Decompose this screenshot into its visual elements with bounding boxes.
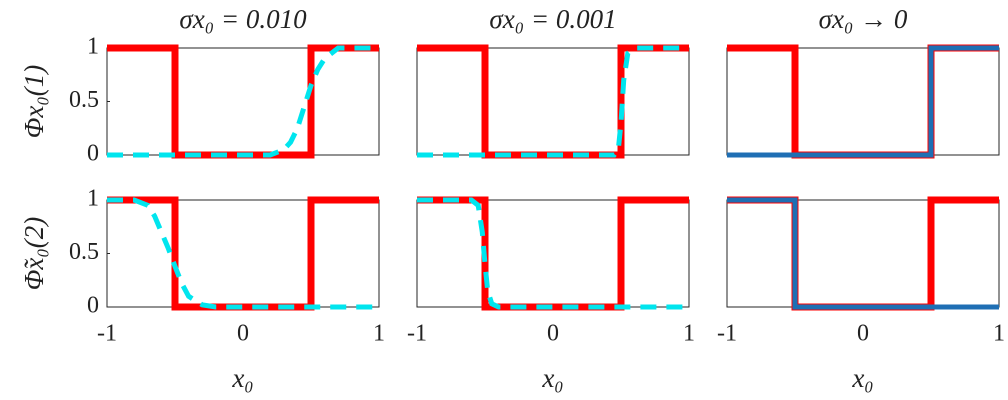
x-axis-label: x₀: [851, 363, 873, 393]
y-tick-label: 0.5: [69, 239, 99, 265]
plot-area: [726, 47, 1000, 156]
series-line: [107, 197, 379, 310]
panel-title: σx₀ = 0.010: [179, 4, 307, 34]
x-tick-label: 0: [547, 321, 559, 347]
series-line: [417, 197, 689, 310]
plot-area: [416, 47, 690, 156]
y-tick-label: 0.5: [69, 87, 99, 113]
x-tick-label: 1: [993, 321, 1005, 347]
x-axis-label: x₀: [231, 363, 253, 393]
y-tick-label: 1: [87, 34, 99, 60]
x-tick-label: -1: [97, 321, 117, 347]
plot-area: [106, 199, 380, 308]
series-line: [727, 45, 999, 158]
x-tick-label: 1: [373, 321, 385, 347]
y-tick-label: 0: [87, 293, 99, 319]
x-tick-label: 1: [683, 321, 695, 347]
x-axis-label: x₀: [541, 363, 563, 393]
y-axis-label: Φ̃x₀(2): [19, 217, 49, 290]
plot-area: [416, 199, 690, 308]
plot-area: [726, 199, 1000, 308]
y-tick-label: 1: [87, 186, 99, 212]
x-tick-label: 0: [857, 321, 869, 347]
series-line: [727, 197, 999, 310]
series-line: [107, 196, 379, 311]
x-tick-label: 0: [237, 321, 249, 347]
panel-title: σx₀ = 0.001: [489, 4, 616, 34]
y-axis-label: Φx₀(1): [19, 65, 49, 138]
y-tick-label: 0: [87, 141, 99, 167]
x-tick-label: -1: [407, 321, 427, 347]
x-tick-label: -1: [717, 321, 737, 347]
panel-title: σx₀ → 0: [819, 4, 908, 34]
plot-area: [106, 47, 380, 156]
